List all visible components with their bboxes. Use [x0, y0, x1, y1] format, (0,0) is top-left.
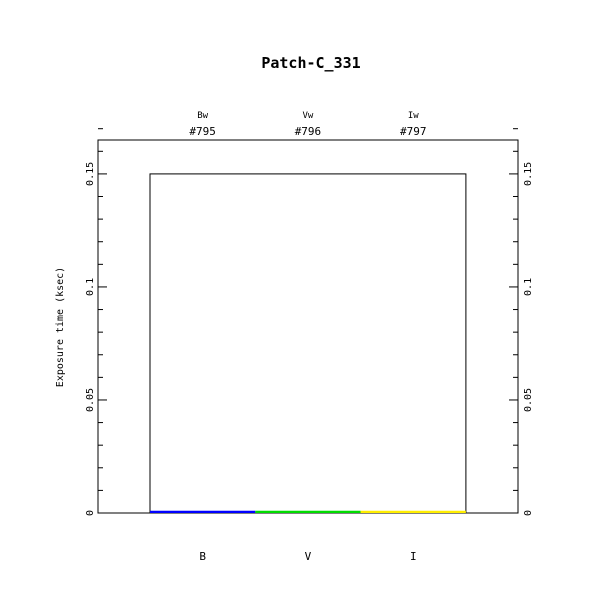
chart-title: Patch-C_331 [261, 54, 360, 72]
filter-label: Vw [303, 111, 314, 121]
filter-id-label: #796 [295, 125, 322, 138]
y-tick-label-left: 0 [85, 510, 96, 516]
y-tick-label-right: 0.15 [523, 162, 534, 186]
axis-ticks: 0 0 0.05 0.05 0.1 0.1 0.15 0.15 [85, 128, 534, 516]
y-tick-label-right: 0 [523, 510, 534, 516]
y-tick-label-right: 0.05 [523, 388, 534, 412]
bar-I [360, 510, 466, 513]
filter-label: Bw [197, 111, 208, 121]
filter-id-label: #797 [400, 125, 427, 138]
y-tick-label-right: 0.1 [523, 278, 534, 296]
bar-V [255, 510, 361, 513]
category-label: B [199, 550, 206, 563]
bar-B [150, 510, 256, 513]
filter-id-label: #795 [189, 125, 216, 138]
bars [149, 173, 467, 514]
category-label: I [410, 550, 417, 563]
plot-frame [97, 139, 519, 514]
y-tick-label-left: 0.15 [85, 162, 96, 186]
y-tick-label-left: 0.1 [85, 278, 96, 296]
filter-label: Iw [408, 111, 419, 121]
y-tick-label-left: 0.05 [85, 388, 96, 412]
category-label: V [305, 550, 312, 563]
total-exposure-outline [149, 173, 467, 514]
category-labels: B Bw #795 V Vw #796 I Iw #797 [189, 111, 426, 563]
y-axis-label: Exposure time (ksec) [55, 267, 66, 387]
